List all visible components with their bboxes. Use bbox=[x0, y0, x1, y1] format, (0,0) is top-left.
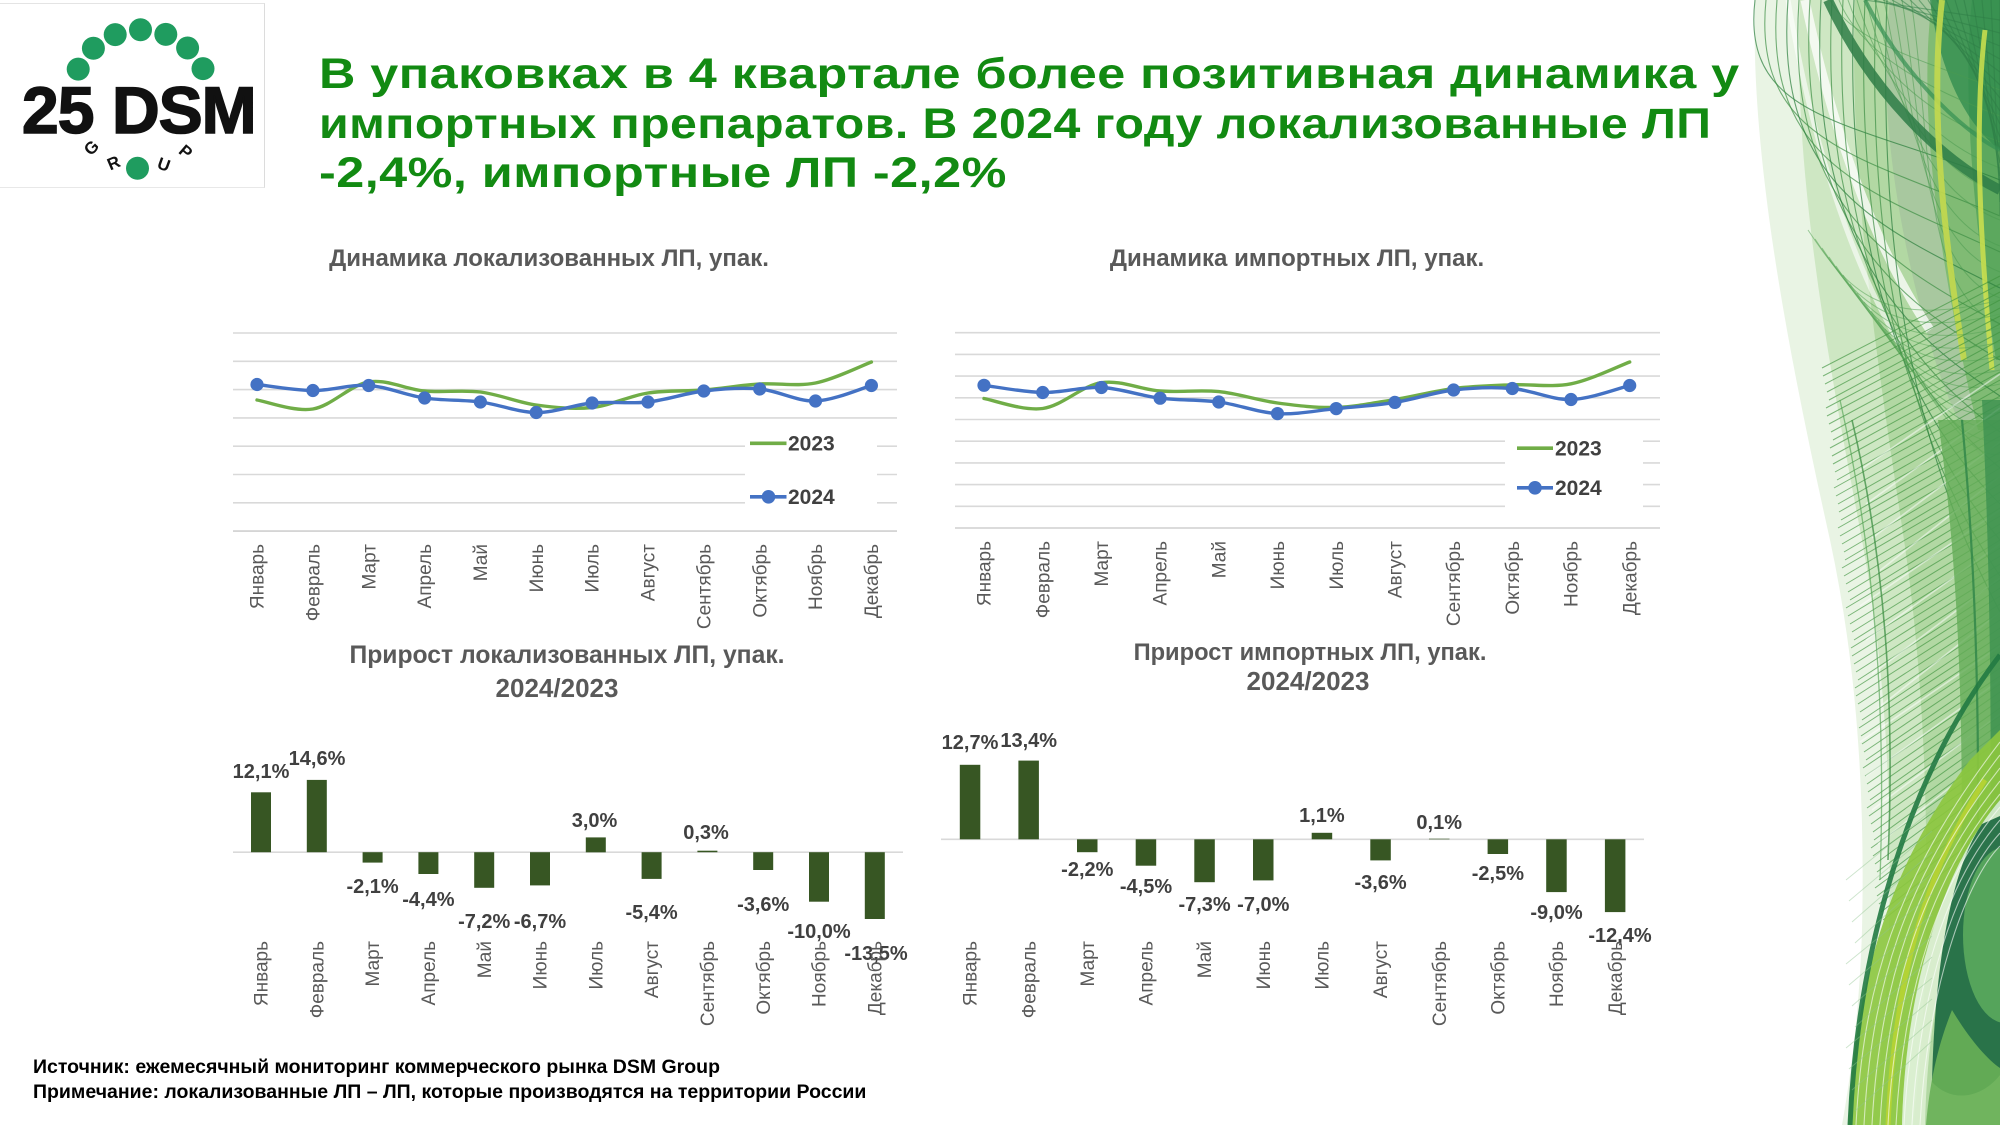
svg-text:Август: Август bbox=[639, 544, 660, 601]
svg-text:Март: Март bbox=[1092, 541, 1113, 587]
svg-text:0,3%: 0,3% bbox=[683, 822, 729, 844]
svg-text:2024: 2024 bbox=[1555, 477, 1602, 500]
svg-text:Июнь: Июнь bbox=[531, 941, 552, 989]
svg-text:-4,4%: -4,4% bbox=[402, 889, 454, 911]
svg-text:-4,5%: -4,5% bbox=[1120, 876, 1172, 898]
svg-text:Январь: Январь bbox=[975, 541, 996, 606]
svg-text:Ноябрь: Ноябрь bbox=[806, 544, 827, 610]
svg-text:Сентябрь: Сентябрь bbox=[694, 544, 715, 629]
svg-text:0,1%: 0,1% bbox=[1416, 812, 1462, 834]
svg-text:2024: 2024 bbox=[788, 486, 835, 509]
svg-text:Февраль: Февраль bbox=[1019, 941, 1040, 1018]
svg-text:13,4%: 13,4% bbox=[1000, 730, 1057, 752]
svg-text:Апрель: Апрель bbox=[415, 544, 436, 609]
svg-text:Июль: Июль bbox=[583, 544, 604, 593]
svg-text:Июль: Июль bbox=[586, 941, 607, 990]
svg-text:Июнь: Июнь bbox=[527, 544, 548, 592]
svg-text:Май: Май bbox=[1195, 941, 1216, 978]
svg-text:-3,6%: -3,6% bbox=[737, 894, 789, 916]
svg-text:Январь: Январь bbox=[248, 544, 269, 609]
svg-text:Декабрь: Декабрь bbox=[1606, 941, 1627, 1015]
svg-text:-13,5%: -13,5% bbox=[844, 943, 908, 965]
svg-text:-7,0%: -7,0% bbox=[1237, 894, 1289, 916]
svg-text:Август: Август bbox=[1386, 541, 1407, 598]
svg-text:Динамика локализованных ЛП, уп: Динамика локализованных ЛП, упак. bbox=[329, 245, 769, 272]
svg-text:Январь: Январь bbox=[961, 941, 982, 1006]
svg-text:-10,0%: -10,0% bbox=[787, 921, 851, 943]
svg-text:Апрель: Апрель bbox=[1137, 941, 1158, 1006]
svg-text:Сентябрь: Сентябрь bbox=[698, 941, 719, 1026]
svg-text:Март: Март bbox=[1078, 941, 1099, 987]
svg-text:Декабрь: Декабрь bbox=[862, 544, 883, 618]
svg-text:Октябрь: Октябрь bbox=[750, 544, 771, 618]
svg-text:2024/2023: 2024/2023 bbox=[1247, 666, 1370, 696]
svg-text:-5,4%: -5,4% bbox=[625, 902, 677, 924]
svg-text:Апрель: Апрель bbox=[1151, 541, 1172, 606]
svg-text:Декабрь: Декабрь bbox=[1620, 541, 1641, 615]
svg-text:2023: 2023 bbox=[788, 433, 835, 456]
svg-text:Декабрь: Декабрь bbox=[865, 941, 886, 1015]
svg-text:Март: Март bbox=[363, 941, 384, 987]
svg-text:-2,1%: -2,1% bbox=[346, 876, 398, 898]
svg-text:Январь: Январь bbox=[252, 941, 273, 1006]
svg-text:Май: Май bbox=[471, 544, 492, 581]
svg-text:Май: Май bbox=[475, 941, 496, 978]
svg-text:2024/2023: 2024/2023 bbox=[496, 673, 619, 703]
svg-text:25: 25 bbox=[22, 73, 93, 147]
svg-text:Август: Август bbox=[1371, 941, 1392, 998]
svg-text:Прирост локализованных ЛП, упа: Прирост локализованных ЛП, упак. bbox=[349, 642, 784, 669]
svg-text:-3,6%: -3,6% bbox=[1354, 872, 1406, 894]
svg-text:Октябрь: Октябрь bbox=[754, 941, 775, 1015]
svg-text:Июль: Июль bbox=[1313, 941, 1334, 990]
svg-text:Октябрь: Октябрь bbox=[1488, 941, 1509, 1015]
svg-text:12,1%: 12,1% bbox=[233, 761, 290, 783]
svg-text:Май: Май bbox=[1209, 541, 1230, 578]
svg-text:Октябрь: Октябрь bbox=[1503, 541, 1524, 615]
svg-text:Март: Март bbox=[359, 544, 380, 590]
svg-text:Ноябрь: Ноябрь bbox=[1562, 541, 1583, 607]
svg-text:3,0%: 3,0% bbox=[572, 810, 618, 832]
svg-text:Апрель: Апрель bbox=[419, 941, 440, 1006]
svg-text:Сентябрь: Сентябрь bbox=[1444, 541, 1465, 626]
svg-text:-7,2%: -7,2% bbox=[458, 911, 510, 933]
svg-text:Июль: Июль bbox=[1327, 541, 1348, 590]
svg-text:-7,3%: -7,3% bbox=[1178, 894, 1230, 916]
svg-text:-2,2%: -2,2% bbox=[1061, 859, 1113, 881]
svg-text:DSM: DSM bbox=[112, 73, 256, 147]
svg-text:Июнь: Июнь bbox=[1268, 541, 1289, 589]
svg-text:1,1%: 1,1% bbox=[1299, 805, 1345, 827]
svg-text:Ноябрь: Ноябрь bbox=[1547, 941, 1568, 1007]
svg-text:-6,7%: -6,7% bbox=[514, 911, 566, 933]
svg-text:Февраль: Февраль bbox=[304, 544, 325, 621]
svg-text:Ноябрь: Ноябрь bbox=[810, 941, 831, 1007]
svg-text:R: R bbox=[104, 152, 123, 174]
svg-text:-12,4%: -12,4% bbox=[1588, 925, 1652, 947]
svg-text:Август: Август bbox=[642, 941, 663, 998]
svg-text:14,6%: 14,6% bbox=[289, 748, 346, 770]
svg-text:Сентябрь: Сентябрь bbox=[1430, 941, 1451, 1026]
svg-text:Февраль: Февраль bbox=[1033, 541, 1054, 618]
svg-text:Прирост импортных ЛП, упак.: Прирост импортных ЛП, упак. bbox=[1134, 640, 1487, 666]
svg-text:2023: 2023 bbox=[1555, 438, 1602, 461]
svg-text:-2,5%: -2,5% bbox=[1472, 863, 1524, 885]
svg-text:U: U bbox=[155, 154, 173, 176]
svg-text:12,7%: 12,7% bbox=[942, 732, 999, 754]
svg-text:Февраль: Февраль bbox=[307, 941, 328, 1018]
svg-text:Июнь: Июнь bbox=[1254, 941, 1275, 989]
svg-text:Динамика импортных ЛП, упак.: Динамика импортных ЛП, упак. bbox=[1110, 245, 1484, 272]
svg-text:-9,0%: -9,0% bbox=[1530, 902, 1582, 924]
